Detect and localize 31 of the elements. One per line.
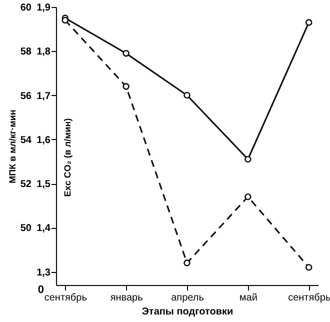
y-tick-label: 60 (20, 2, 32, 14)
y2-tick-label: 1,9 (36, 2, 51, 14)
y2-tick-label: 1,3 (36, 267, 51, 278)
y-tick-label: 58 (20, 46, 32, 58)
y2-axis-title: Exc CO₂ (в л/мин) (62, 118, 72, 197)
y-tick-label: 50 (20, 223, 32, 234)
y2-tick-label: 1,5 (36, 179, 51, 190)
x-tick-label: май (239, 292, 258, 304)
point (305, 264, 312, 271)
y2-tick-label: 1,6 (36, 134, 51, 146)
x-tick-label: апрель (171, 292, 204, 304)
text: 0 (38, 284, 44, 296)
y-tick-label: 56 (20, 90, 32, 102)
y-tick-label: 52 (20, 179, 32, 190)
x-tick-label: сентябрь (44, 292, 87, 304)
y2-tick-label: 1,7 (36, 90, 51, 102)
x-tick-label: январь (110, 292, 143, 304)
y-axis-title: МПК в мл/кг·мин (7, 110, 18, 184)
x-axis-title: Этапы подготовки (142, 306, 234, 318)
point (244, 193, 252, 200)
point (305, 19, 312, 26)
point (184, 260, 190, 266)
point (122, 50, 130, 57)
point (62, 16, 69, 24)
point (244, 156, 252, 163)
y2-tick-label: 1,8 (36, 46, 51, 58)
x-tick-label: сентябрь (288, 292, 330, 304)
point (122, 83, 130, 90)
y2-tick-label: 1,4 (36, 223, 51, 234)
point (184, 92, 190, 99)
y-tick-label: 54 (20, 134, 32, 146)
